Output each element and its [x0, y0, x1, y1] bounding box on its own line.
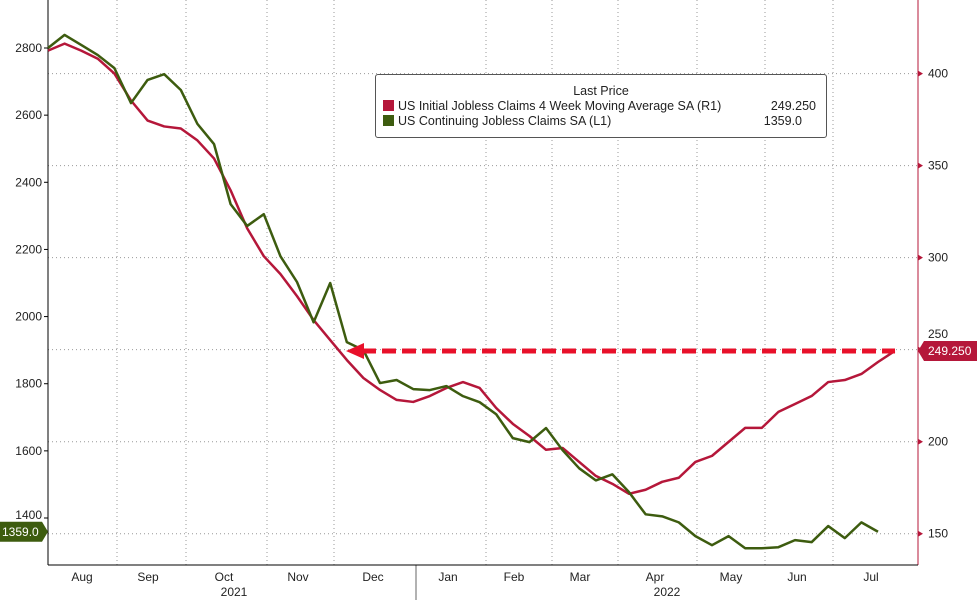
arrow-head-icon — [346, 343, 364, 360]
left-tick-label: 1400 — [15, 508, 42, 522]
series-line-continuing-claims — [47, 33, 879, 550]
legend-swatch — [383, 115, 394, 126]
x-tick-label: May — [720, 570, 743, 584]
left-tick-label: 2200 — [15, 242, 42, 256]
legend-value: 1359.0 — [763, 113, 802, 128]
last-value-left: 1359.0 — [2, 525, 39, 539]
left-tick-label: 2600 — [15, 108, 42, 122]
last-value-tag-right — [918, 341, 977, 362]
x-tick-label: Aug — [71, 570, 92, 584]
x-tick-label: Jun — [787, 570, 806, 584]
right-tick — [918, 438, 923, 445]
x-tick-label: Dec — [362, 570, 383, 584]
right-tick-label: 200 — [928, 435, 948, 449]
right-tick-label: 150 — [928, 527, 948, 541]
legend: Last Price US Initial Jobless Claims 4 W… — [375, 74, 827, 138]
x-tick-label: Sep — [137, 570, 159, 584]
legend-value: 249.250 — [770, 98, 816, 113]
x-tick-label: Feb — [504, 570, 525, 584]
left-tick-label: 2800 — [15, 41, 42, 55]
last-value-tag-left — [0, 521, 48, 542]
series-line-initial-claims — [47, 42, 896, 496]
x-tick-label: Oct — [215, 570, 234, 584]
right-tick-label: 400 — [928, 67, 948, 81]
legend-title: Last Price — [573, 84, 629, 98]
x-tick-label: Mar — [570, 570, 591, 584]
x-tick-label: Jan — [438, 570, 457, 584]
right-tick-label: 350 — [928, 159, 948, 173]
legend-label: US Initial Jobless Claims 4 Week Moving … — [398, 98, 722, 113]
legend-item-initial-claims: US Initial Jobless Claims 4 Week Moving … — [376, 98, 826, 113]
x-year-label: 2022 — [654, 585, 681, 599]
right-tick — [918, 530, 923, 537]
right-tick — [918, 70, 923, 77]
x-tick-label: Nov — [287, 570, 308, 584]
legend-swatch — [383, 100, 394, 111]
left-tick-label: 2000 — [15, 310, 42, 324]
x-year-label: 2021 — [221, 585, 248, 599]
right-tick-label: 250 — [928, 327, 948, 341]
legend-label: US Continuing Jobless Claims SA (L1) — [398, 113, 612, 128]
left-tick-label: 1800 — [15, 377, 42, 391]
left-tick-label: 2400 — [15, 175, 42, 189]
x-tick-label: Apr — [646, 570, 665, 584]
right-tick — [918, 162, 923, 169]
x-tick-label: Jul — [863, 570, 878, 584]
right-tick-label: 300 — [928, 251, 948, 265]
legend-item-continuing-claims: US Continuing Jobless Claims SA (L1) 135… — [376, 113, 826, 128]
last-value-right: 249.250 — [928, 344, 972, 358]
right-tick — [918, 254, 923, 261]
left-tick-label: 1600 — [15, 444, 42, 458]
